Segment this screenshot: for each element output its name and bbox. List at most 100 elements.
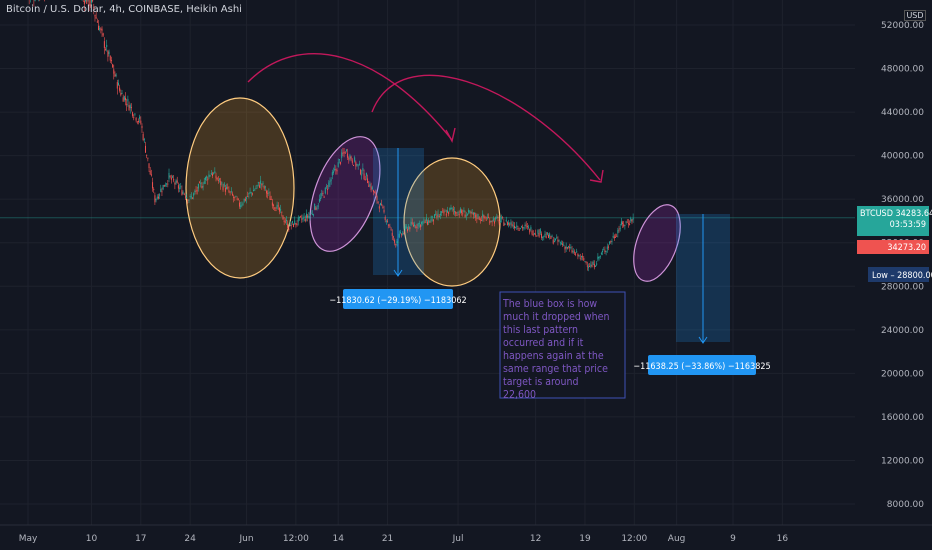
candle-body — [328, 182, 330, 188]
candle-body — [273, 204, 275, 206]
candle-body — [181, 190, 183, 196]
candle-body — [304, 219, 306, 222]
candle-body — [204, 177, 206, 180]
candle-body — [509, 223, 511, 225]
candle-body — [461, 210, 463, 213]
candle-body — [571, 249, 573, 253]
candle-body — [127, 98, 129, 102]
candle-body — [488, 217, 490, 219]
candle-body — [578, 255, 580, 257]
candle-body — [196, 190, 198, 192]
candle-body — [599, 255, 601, 258]
candle-body — [491, 221, 493, 223]
candle-body — [383, 209, 385, 213]
candle-body — [395, 244, 397, 246]
candle-body — [183, 193, 185, 195]
candle-body — [351, 160, 353, 163]
time-axis[interactable]: May 10 17 24 Jun 12:00 14 21 Jul 12 19 12:00 Aug 9 16 — [19, 534, 789, 544]
candle-body — [389, 226, 391, 228]
candle-body — [586, 265, 588, 267]
candle-body — [508, 222, 510, 225]
candle-body — [335, 169, 337, 171]
candle-body — [255, 187, 257, 189]
candle-body — [134, 113, 136, 115]
candle-body — [613, 236, 615, 239]
candle-body — [371, 187, 373, 190]
candle-body — [612, 235, 614, 238]
candle-body — [513, 225, 515, 229]
candle-body — [412, 224, 414, 227]
candle-body — [347, 153, 349, 158]
candle-body — [375, 192, 377, 194]
symbol-header[interactable]: Bitcoin / U.S. Dollar, 4h, COINBASE, Hei… — [6, 4, 242, 15]
candle-body — [495, 217, 497, 220]
candle-body — [511, 223, 513, 226]
candle-body — [300, 216, 302, 218]
candle-body — [167, 183, 169, 185]
x-tick-label: 12:00 — [283, 534, 309, 544]
candle-body — [481, 220, 483, 222]
candle-body — [498, 220, 500, 224]
candle-body — [624, 225, 626, 227]
currency-label[interactable]: USD — [904, 10, 926, 21]
candle-body — [174, 183, 176, 185]
y-tick-label: 36000.00 — [881, 195, 924, 205]
candle-body — [632, 217, 634, 220]
candle-body — [625, 221, 627, 223]
candle-body — [363, 173, 365, 180]
candle-body — [421, 222, 423, 224]
candle-body — [239, 202, 240, 207]
candle-body — [307, 215, 309, 218]
candle-body — [206, 176, 208, 178]
candle-body — [446, 210, 448, 213]
candle-body — [523, 227, 525, 229]
candle-body — [302, 217, 304, 220]
candle-body — [150, 174, 152, 176]
candle-body — [390, 228, 392, 230]
candle-body — [517, 227, 519, 229]
price-axis[interactable]: 8000.00 12000.00 16000.00 20000.00 24000.00 2… — [857, 21, 932, 510]
candle-body — [605, 250, 607, 253]
candle-body — [349, 155, 351, 159]
candle-body — [441, 211, 443, 213]
candle-body — [180, 186, 182, 188]
candle-body — [199, 182, 201, 184]
candle-body — [327, 188, 329, 191]
candle-body — [216, 178, 218, 180]
candle-body — [201, 185, 203, 189]
candle-body — [260, 180, 262, 185]
candle-body — [455, 211, 457, 214]
candle-body — [630, 217, 632, 222]
candle-body — [367, 178, 369, 183]
candle-body — [556, 237, 558, 239]
candle-body — [157, 196, 159, 199]
candle-body — [169, 175, 171, 177]
candle-body — [280, 209, 282, 211]
candle-body — [329, 180, 331, 183]
candle-body — [323, 196, 325, 198]
candle-body — [560, 243, 562, 245]
candle-body — [189, 195, 191, 197]
candle-body — [83, 0, 85, 5]
candle-body — [606, 246, 608, 250]
candle-body — [234, 196, 236, 198]
candle-body — [155, 198, 157, 201]
candle-body — [337, 162, 339, 168]
x-tick-label: 10 — [86, 534, 98, 544]
candle-body — [590, 264, 592, 267]
candle-body — [248, 192, 250, 195]
candle-body — [618, 229, 620, 231]
candle-body — [415, 226, 417, 228]
candle-body — [162, 184, 164, 190]
candle-body — [540, 233, 542, 238]
candle-body — [209, 175, 211, 177]
candle-body — [179, 187, 181, 189]
candle-body — [445, 213, 447, 216]
candle-body — [529, 228, 531, 233]
candle-body — [572, 251, 574, 253]
candle-body — [573, 251, 575, 253]
candle-body — [492, 218, 494, 221]
candle-body — [128, 105, 130, 111]
candle-body — [456, 214, 458, 216]
